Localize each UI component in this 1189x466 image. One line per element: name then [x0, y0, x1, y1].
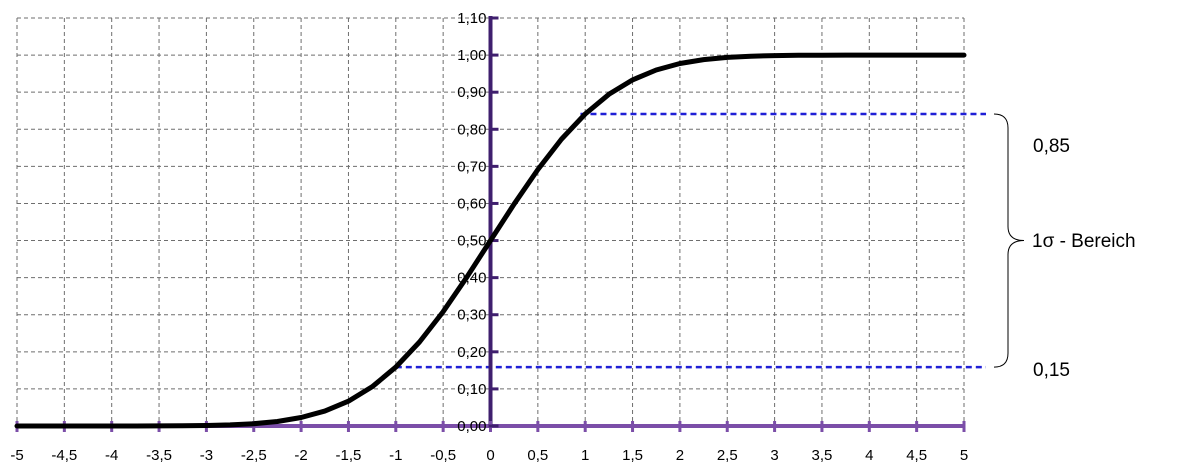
y-tick-label: 0,60 [457, 195, 486, 212]
x-tick-label: 2 [676, 447, 684, 464]
x-tick-label: -1 [389, 447, 402, 464]
x-tick-label: 5 [960, 447, 968, 464]
x-tick-label: -3 [200, 447, 213, 464]
x-tick-label: 2,5 [717, 447, 738, 464]
y-tick-label: 0,00 [457, 418, 486, 435]
y-tick-label: 0,20 [457, 344, 486, 361]
cdf-curve [14, 52, 967, 429]
y-tick-label: 1,10 [457, 10, 486, 27]
x-tick-label: -1,5 [336, 447, 362, 464]
x-tick-label: 0 [486, 447, 494, 464]
x-tick-label: -4,5 [51, 447, 77, 464]
grid [16, 17, 965, 427]
x-tick-label: 3 [770, 447, 778, 464]
annotations: 0,85 1σ - Bereich 0,15 [993, 113, 1136, 381]
range-label: 1σ - Bereich [1032, 231, 1136, 252]
x-tick-label: 1,5 [622, 447, 643, 464]
x-tick-label: 3,5 [812, 447, 833, 464]
y-tick-label: 0,10 [457, 381, 486, 398]
x-tick-label: 0,5 [527, 447, 548, 464]
reference-lines [395, 112, 986, 369]
x-tick-label: 4 [865, 447, 873, 464]
x-tick-label: -5 [10, 447, 23, 464]
x-tick-label: -2,5 [241, 447, 267, 464]
x-tick-label: -0,5 [430, 447, 456, 464]
y-tick-label: 1,00 [457, 47, 486, 64]
y-tick-label: 0,70 [457, 158, 486, 175]
y-tick-label: 0,80 [457, 121, 486, 138]
x-tick-label: -2 [294, 447, 307, 464]
x-tick-labels: -5 -4,5 -4 -3,5 -3 -2,5 -2 -1,5 -1 -0,5 0 0,5 1 1,5 2 2… [10, 447, 968, 464]
upper-value-label: 0,85 [1033, 136, 1070, 157]
x-tick-label: -3,5 [146, 447, 172, 464]
x-tick-label: -4 [105, 447, 118, 464]
x-tick-label: 4,5 [906, 447, 927, 464]
y-tick-labels: 0,000,100,200,300,400,500,600,700,800,90… [457, 10, 486, 435]
y-tick-label: 0,30 [457, 307, 486, 324]
y-tick-label: 0,90 [457, 84, 486, 101]
y-tick-label: 0,50 [457, 233, 486, 250]
lower-value-label: 0,15 [1033, 360, 1070, 381]
data-series [14, 52, 967, 429]
range-brace [993, 113, 1025, 368]
x-tick-label: 1 [581, 447, 589, 464]
